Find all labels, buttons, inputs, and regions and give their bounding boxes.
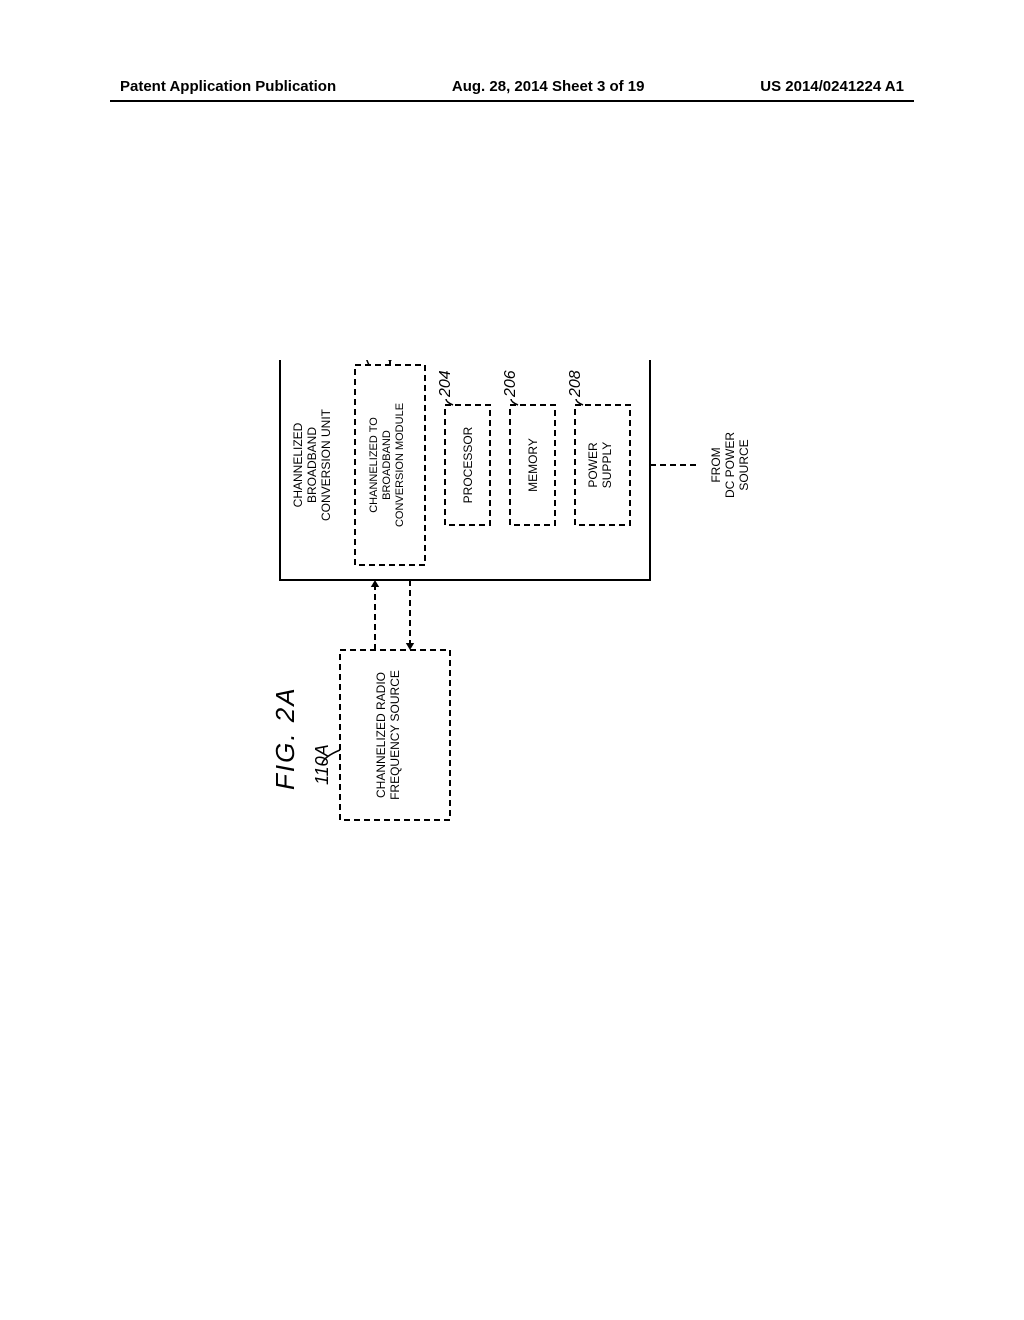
svg-text:POWERSUPPLY: POWERSUPPLY — [586, 442, 614, 488]
svg-text:208: 208 — [567, 370, 584, 398]
header-right: US 2014/0241224 A1 — [760, 78, 904, 95]
svg-text:204: 204 — [437, 370, 454, 398]
page-header: Patent Application Publication Aug. 28, … — [120, 78, 904, 95]
svg-text:PROCESSOR: PROCESSOR — [461, 426, 475, 503]
header-left: Patent Application Publication — [120, 78, 336, 95]
svg-text:MEMORY: MEMORY — [526, 438, 540, 492]
svg-text:206: 206 — [502, 370, 519, 398]
figure-diagram: CHANNELIZED RADIOFREQUENCY SOURCE110ACHA… — [250, 360, 770, 920]
svg-text:CHANNELIZEDBROADBANDCONVERSION: CHANNELIZEDBROADBANDCONVERSION UNIT — [291, 408, 333, 521]
svg-text:FROMDC POWERSOURCE: FROMDC POWERSOURCE — [709, 432, 751, 498]
header-rule — [110, 100, 914, 102]
header-center: Aug. 28, 2014 Sheet 3 of 19 — [452, 78, 645, 95]
svg-text:CHANNELIZED RADIOFREQUENCY SOU: CHANNELIZED RADIOFREQUENCY SOURCE — [374, 670, 402, 800]
diagram-svg: CHANNELIZED RADIOFREQUENCY SOURCE110ACHA… — [250, 360, 770, 920]
svg-text:CHANNELIZED TOBROADBANDCONVERS: CHANNELIZED TOBROADBANDCONVERSION MODULE — [368, 403, 406, 527]
figure-label: FIG. 2A — [270, 686, 301, 790]
